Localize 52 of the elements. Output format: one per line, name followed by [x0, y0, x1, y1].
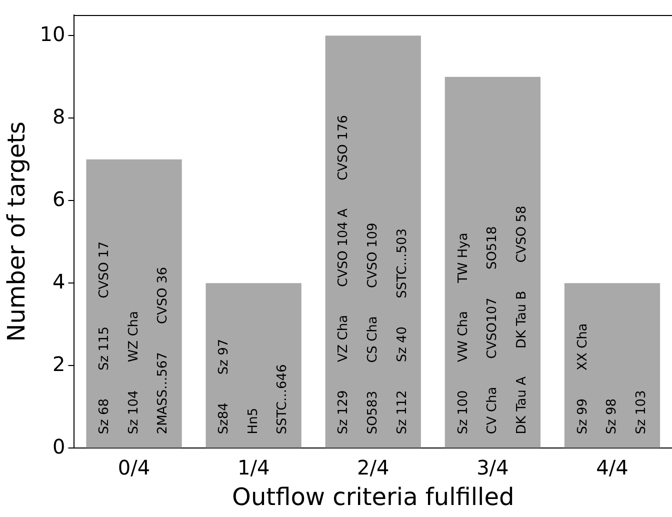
- annotation: CVSO 104 A: [336, 208, 352, 287]
- bar: [206, 283, 302, 448]
- annotation: CVSO 17: [97, 241, 112, 298]
- annotation: 2MASS...567: [156, 352, 171, 434]
- y-tick-label: 6: [52, 186, 66, 211]
- annotation: CVSO 58: [514, 206, 530, 263]
- y-tick-label: 4: [52, 269, 66, 294]
- annotation: Sz 112: [394, 390, 410, 434]
- annotation: CVSO107: [485, 298, 500, 359]
- x-tick-label: 4/4: [596, 455, 628, 480]
- x-tick-label: 1/4: [237, 455, 270, 480]
- annotation: Sz 100: [456, 390, 471, 434]
- annotation: CS Cha: [366, 316, 380, 363]
- annotation: Sz 99: [575, 398, 590, 434]
- annotation: Hn5: [246, 408, 261, 434]
- y-tick-label: 0: [52, 434, 66, 458]
- annotation: CVSO 109: [366, 222, 380, 288]
- annotation: Sz 103: [634, 390, 649, 434]
- annotation: XX Cha: [575, 323, 590, 370]
- annotation: Sz 98: [604, 398, 620, 434]
- annotation: Sz 129: [336, 390, 352, 434]
- bar: [86, 159, 182, 448]
- bar: [325, 36, 421, 448]
- annotation: VZ Cha: [336, 314, 352, 362]
- annotation: Sz 104: [126, 390, 142, 434]
- annotation: WZ Cha: [126, 310, 142, 362]
- annotation: DK Tau B: [514, 290, 530, 349]
- x-tick-label: 2/4: [357, 455, 390, 480]
- annotation: Sz84: [216, 402, 232, 434]
- annotation: SO583: [366, 390, 380, 434]
- annotation: SSTC...646: [275, 364, 290, 434]
- y-tick-label: 2: [52, 352, 66, 376]
- x-tick-label: 3/4: [476, 455, 509, 480]
- annotation: SO518: [485, 226, 500, 270]
- annotation: CVSO 36: [156, 266, 171, 324]
- annotation: CV Cha: [485, 386, 500, 434]
- annotation: TW Hya: [456, 232, 471, 284]
- annotation: Sz 97: [216, 338, 232, 375]
- bar: [444, 76, 540, 448]
- annotation: Sz 40: [394, 326, 410, 362]
- annotation: VW Cha: [456, 311, 471, 362]
- y-tick-label: 10: [40, 22, 66, 46]
- x-tick-label: 0/4: [118, 455, 150, 480]
- annotation: Sz 68: [97, 398, 112, 434]
- y-axis-title: Number of targets: [2, 121, 31, 342]
- annotation: DK Tau A: [514, 376, 530, 434]
- annotation: Sz 115: [97, 326, 112, 370]
- annotation: CVSO 176: [336, 115, 352, 181]
- x-axis-title: Outflow criteria fulfilled: [232, 482, 514, 511]
- bar: [564, 283, 660, 448]
- y-tick-label: 8: [52, 104, 66, 128]
- annotation: SSTC...503: [394, 228, 410, 298]
